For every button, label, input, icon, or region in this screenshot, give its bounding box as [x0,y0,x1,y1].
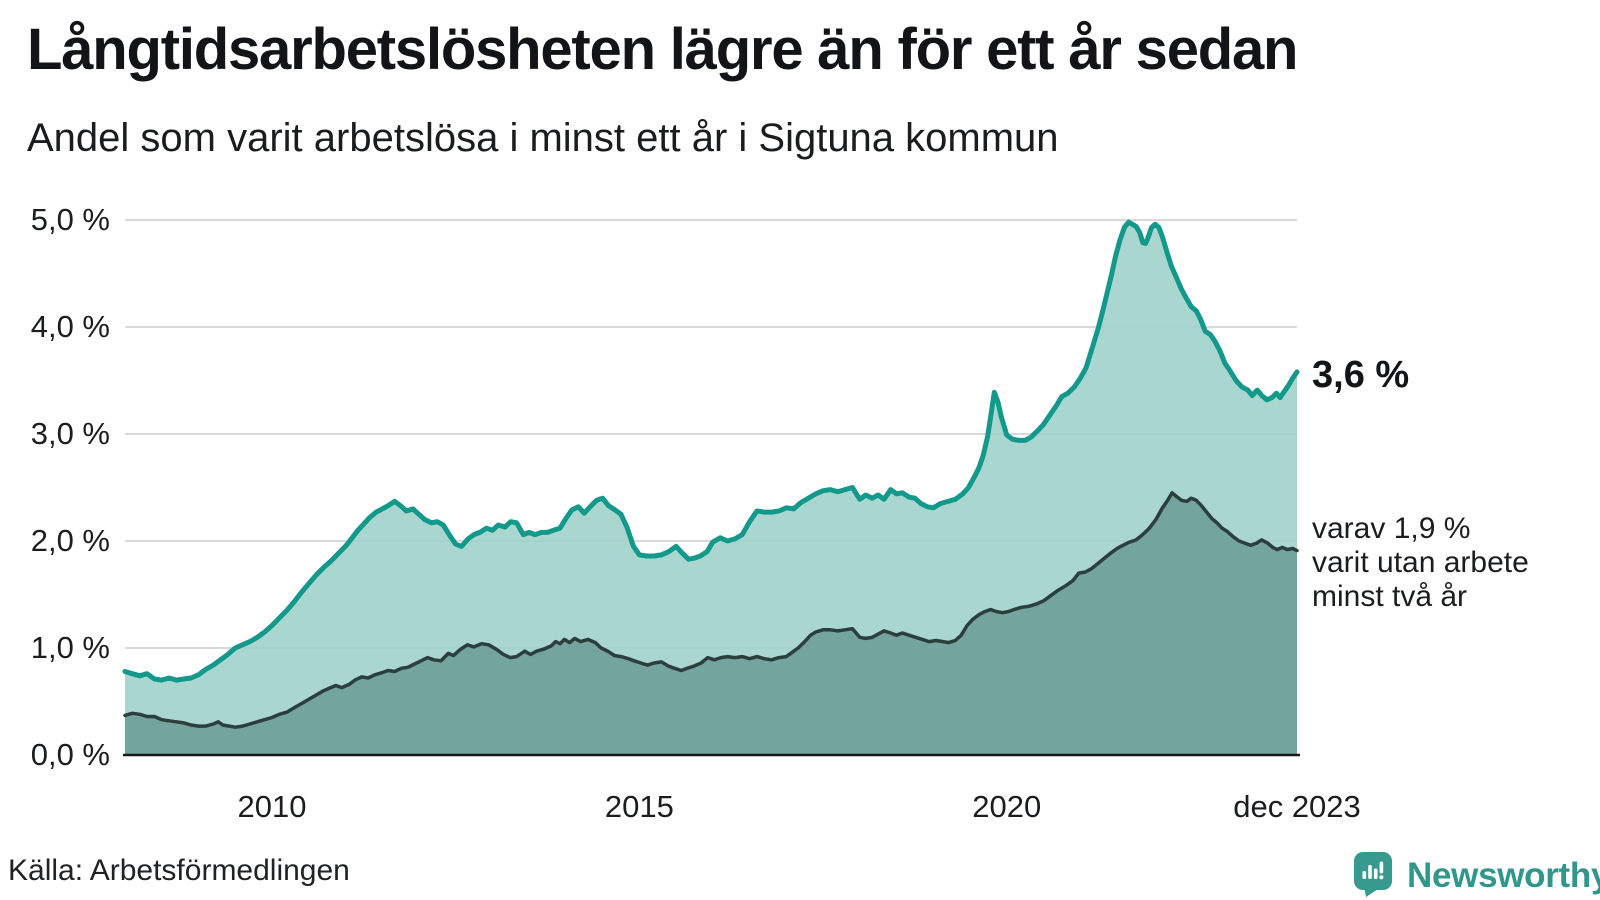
y-tick-label: 4,0 % [30,309,110,344]
brand-footer: Newsworthy [1353,850,1600,900]
series-line-2 [123,491,1299,729]
y-tick-label: 0,0 % [30,737,110,772]
y-tick-label: 1,0 % [30,630,110,665]
x-tick-label: 2015 [604,789,674,824]
page-subtitle: Andel som varit arbetslösa i minst ett å… [27,116,1059,160]
x-tick-label: dec 2023 [1233,789,1361,824]
newsworthy-logo-text: Newsworthy [1407,856,1600,895]
series-line-1 [122,219,1300,683]
latest-value-label: 3,6 % [1312,354,1410,396]
source-caption: Källa: Arbetsförmedlingen [8,854,350,887]
y-tick-label: 3,0 % [30,416,110,451]
secondary-value-note: varav 1,9 % varit utan arbete minst två … [1312,512,1529,613]
x-tick-label: 2010 [237,789,307,824]
series-area-2 [125,492,1297,755]
page-title: Långtidsarbetslösheten lägre än för ett … [27,17,1298,82]
y-tick-label: 5,0 % [30,202,110,237]
x-tick-label: 2020 [972,789,1042,824]
newsworthy-logo-icon [1353,850,1395,900]
y-tick-label: 2,0 % [30,523,110,558]
